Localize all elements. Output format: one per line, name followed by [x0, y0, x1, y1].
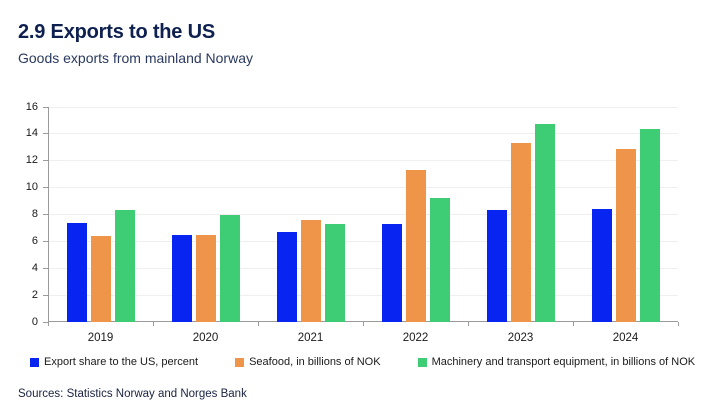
x-axis-tick [362, 322, 364, 326]
bar-2021-series-3 [324, 223, 345, 322]
legend-item: Seafood, in billions of NOK [235, 356, 381, 368]
x-axis-line [48, 321, 678, 322]
y-axis-label: 2 [31, 288, 38, 301]
grid-line [49, 187, 678, 189]
y-axis-label: 12 [25, 154, 38, 167]
grid-line [49, 106, 678, 108]
x-axis-label: 2023 [507, 332, 534, 344]
chart-subtitle: Goods exports from mainland Norway [18, 50, 253, 66]
y-axis-label: 6 [31, 234, 38, 247]
y-axis-tick [43, 187, 48, 189]
x-axis-label: 2024 [612, 332, 639, 344]
y-axis-tick [43, 106, 48, 108]
grid-line [49, 214, 678, 215]
source-note: Sources: Statistics Norway and Norges Ba… [18, 388, 247, 400]
x-axis-label: 2021 [297, 332, 324, 344]
x-axis-label: 2019 [87, 332, 114, 344]
legend-label: Export share to the US, percent [44, 356, 199, 368]
x-axis-tick [152, 322, 154, 326]
y-axis-tick [43, 214, 48, 215]
x-axis-label: 2020 [192, 332, 219, 344]
y-axis-tick [43, 240, 48, 242]
y-axis-tick [43, 133, 48, 135]
grid-line [49, 294, 678, 296]
x-axis-tick [257, 322, 259, 326]
bar-2020-series-1 [171, 234, 192, 322]
bar-2023-series-2 [510, 143, 531, 322]
bar-2020-series-3 [219, 214, 240, 322]
bar-2024-series-1 [591, 209, 612, 322]
bar-2019-series-3 [114, 210, 135, 322]
x-axis-tick [572, 322, 574, 326]
y-axis-tick [43, 267, 48, 269]
bar-2021-series-1 [276, 231, 297, 322]
grid-line [49, 240, 678, 242]
legend-item: Export share to the US, percent [30, 356, 198, 368]
bar-2019-series-1 [66, 222, 87, 322]
legend-swatch-icon [417, 357, 427, 367]
y-axis-label: 4 [31, 261, 38, 274]
x-axis-label: 2022 [402, 332, 429, 344]
y-axis-line [48, 107, 49, 322]
bar-2023-series-1 [486, 210, 507, 322]
bar-2021-series-2 [300, 219, 321, 322]
legend-swatch-icon [235, 357, 245, 367]
x-axis-tick [677, 322, 679, 326]
bar-2019-series-2 [90, 236, 111, 322]
grid-line [49, 133, 678, 135]
y-axis-label: 8 [31, 208, 38, 220]
grid-line [49, 160, 678, 162]
bar-2022-series-1 [381, 223, 402, 322]
legend-label: Seafood, in billions of NOK [249, 356, 381, 368]
bar-2022-series-3 [429, 198, 450, 322]
legend: Export share to the US, percent Seafood, … [30, 356, 695, 368]
bar-2022-series-2 [405, 170, 426, 322]
legend-label: Machinery and transport equipment, in bi… [431, 356, 696, 368]
y-axis-tick [43, 321, 48, 323]
bar-2024-series-2 [615, 148, 636, 322]
bar-2024-series-3 [639, 128, 660, 322]
legend-swatch-icon [30, 357, 39, 367]
y-axis-label: 16 [25, 100, 38, 113]
plot-area [43, 106, 679, 326]
y-axis-tick [43, 294, 48, 296]
chart-title: 2.9 Exports to the US [18, 21, 215, 43]
x-axis-tick [467, 322, 469, 326]
y-axis-label: 10 [25, 181, 38, 194]
legend-item: Machinery and transport equipment, in bi… [417, 356, 696, 368]
bar-2020-series-2 [195, 234, 216, 322]
grid-line [49, 267, 678, 269]
x-axis-tick [47, 322, 49, 326]
y-axis-tick [43, 160, 48, 162]
y-axis-label: 0 [31, 315, 38, 328]
y-axis-label: 14 [25, 127, 38, 140]
bar-2023-series-3 [534, 124, 555, 322]
